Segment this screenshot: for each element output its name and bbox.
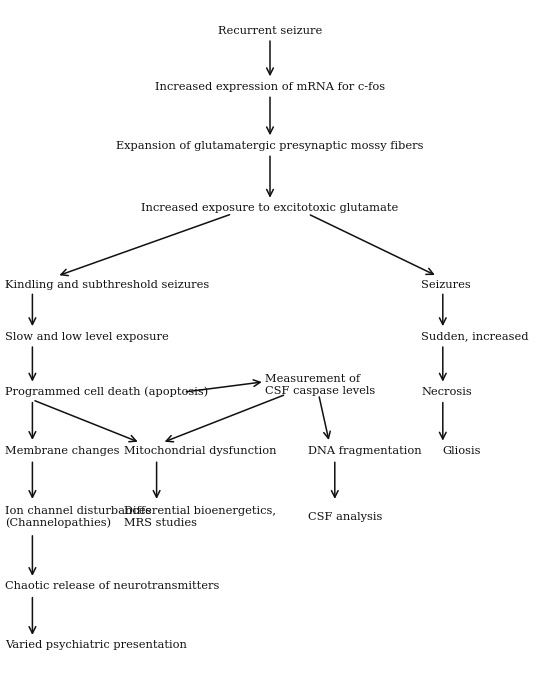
Text: Mitochondrial dysfunction: Mitochondrial dysfunction bbox=[124, 446, 276, 456]
Text: Ion channel disturbances
(Channelopathies): Ion channel disturbances (Channelopathie… bbox=[5, 506, 152, 528]
Text: Increased expression of mRNA for c-fos: Increased expression of mRNA for c-fos bbox=[155, 82, 385, 92]
Text: Differential bioenergetics,
MRS studies: Differential bioenergetics, MRS studies bbox=[124, 506, 276, 528]
Text: Gliosis: Gliosis bbox=[443, 446, 481, 456]
Text: Recurrent seizure: Recurrent seizure bbox=[218, 26, 322, 36]
Text: Kindling and subthreshold seizures: Kindling and subthreshold seizures bbox=[5, 280, 210, 289]
Text: Membrane changes: Membrane changes bbox=[5, 446, 120, 456]
Text: Varied psychiatric presentation: Varied psychiatric presentation bbox=[5, 641, 187, 650]
Text: Chaotic release of neurotransmitters: Chaotic release of neurotransmitters bbox=[5, 582, 220, 591]
Text: Seizures: Seizures bbox=[421, 280, 471, 289]
Text: Necrosis: Necrosis bbox=[421, 387, 472, 397]
Text: Sudden, increased: Sudden, increased bbox=[421, 332, 529, 341]
Text: CSF analysis: CSF analysis bbox=[308, 512, 382, 522]
Text: Slow and low level exposure: Slow and low level exposure bbox=[5, 332, 169, 341]
Text: Expansion of glutamatergic presynaptic mossy fibers: Expansion of glutamatergic presynaptic m… bbox=[116, 141, 424, 151]
Text: Programmed cell death (apoptosis): Programmed cell death (apoptosis) bbox=[5, 387, 208, 398]
Text: Measurement of
CSF caspase levels: Measurement of CSF caspase levels bbox=[265, 374, 375, 396]
Text: Increased exposure to excitotoxic glutamate: Increased exposure to excitotoxic glutam… bbox=[141, 203, 399, 213]
Text: DNA fragmentation: DNA fragmentation bbox=[308, 446, 421, 456]
